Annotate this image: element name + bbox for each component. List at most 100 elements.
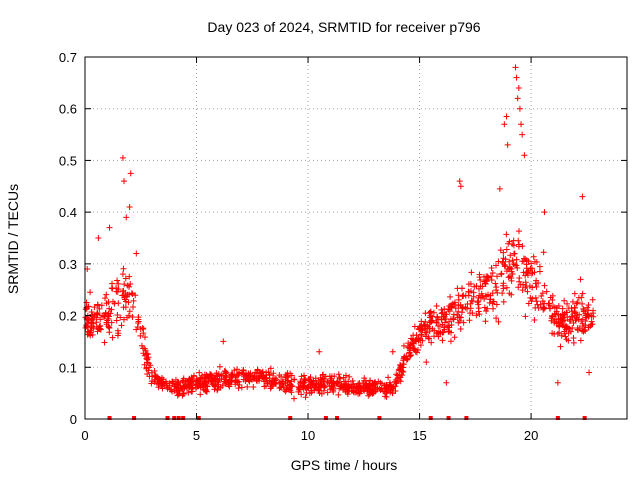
data-point <box>479 293 486 300</box>
data-point <box>532 294 539 301</box>
data-point <box>564 300 571 307</box>
data-point <box>276 385 283 392</box>
data-point <box>532 280 539 287</box>
data-point <box>118 322 125 329</box>
data-point <box>466 317 473 324</box>
baseline-mark <box>172 416 177 420</box>
data-point <box>126 203 133 210</box>
data-point <box>361 375 368 382</box>
data-point <box>125 312 132 319</box>
data-point <box>185 378 192 385</box>
data-point <box>298 373 305 380</box>
data-point <box>120 304 127 311</box>
data-point <box>387 386 394 393</box>
data-point <box>508 274 515 281</box>
data-point <box>441 306 448 313</box>
data-point <box>376 385 383 392</box>
data-point <box>415 336 422 343</box>
data-point <box>498 270 505 277</box>
data-point <box>109 280 116 287</box>
data-point <box>145 367 152 374</box>
data-point <box>205 377 212 384</box>
data-point <box>196 369 203 376</box>
data-point <box>393 371 400 378</box>
data-point <box>580 305 587 312</box>
baseline-mark <box>377 416 382 420</box>
data-point <box>505 274 512 281</box>
baseline-mark <box>582 416 587 420</box>
data-point <box>149 373 156 380</box>
data-point <box>503 113 510 120</box>
data-point <box>513 256 520 263</box>
data-point <box>483 307 490 314</box>
data-point <box>587 322 594 329</box>
data-point <box>389 348 396 355</box>
data-point <box>297 386 304 393</box>
data-point <box>100 313 107 320</box>
data-point <box>496 185 503 192</box>
data-point <box>88 309 95 316</box>
data-point <box>522 272 529 279</box>
data-point <box>266 372 273 379</box>
data-point <box>122 275 129 282</box>
data-point <box>109 285 116 292</box>
data-point <box>336 374 343 381</box>
data-point <box>447 293 454 300</box>
data-point <box>143 350 150 357</box>
data-point <box>130 304 137 311</box>
axis-ticks <box>84 56 627 420</box>
data-point <box>252 369 259 376</box>
data-point <box>470 293 477 300</box>
data-point <box>291 395 298 402</box>
data-point <box>327 386 334 393</box>
data-point <box>305 385 312 392</box>
data-point <box>288 372 295 379</box>
data-point <box>83 322 90 329</box>
data-point <box>509 241 516 248</box>
data-point <box>577 276 584 283</box>
data-point <box>529 284 536 291</box>
data-point <box>500 298 507 305</box>
data-point <box>512 261 519 268</box>
data-point <box>400 342 407 349</box>
data-point <box>200 386 207 393</box>
data-point <box>358 388 365 395</box>
data-point <box>556 322 563 329</box>
data-point <box>538 293 545 300</box>
data-point <box>106 224 113 231</box>
data-point <box>96 323 103 330</box>
data-point <box>508 268 515 275</box>
data-point <box>114 312 121 319</box>
data-point <box>578 317 585 324</box>
data-point <box>103 319 110 326</box>
data-point <box>175 380 182 387</box>
data-point <box>236 370 243 377</box>
baseline-mark <box>196 416 201 420</box>
baseline-mark <box>165 416 170 420</box>
data-point <box>585 302 592 309</box>
data-point <box>562 333 569 340</box>
data-point <box>575 294 582 301</box>
data-point <box>141 334 148 341</box>
data-point <box>348 381 355 388</box>
data-point <box>433 303 440 310</box>
data-point <box>559 305 566 312</box>
data-point <box>527 294 534 301</box>
data-point <box>563 324 570 331</box>
data-point <box>541 209 548 216</box>
data-point <box>450 315 457 322</box>
plot-frame <box>84 56 628 420</box>
data-point <box>243 369 250 376</box>
data-point <box>176 384 183 391</box>
data-point <box>437 329 444 336</box>
data-point <box>113 317 120 324</box>
data-point <box>396 376 403 383</box>
data-point <box>188 388 195 395</box>
data-point <box>584 304 591 311</box>
baseline-mark <box>181 416 186 420</box>
data-point <box>390 383 397 390</box>
data-point <box>132 292 139 299</box>
data-point <box>566 317 573 324</box>
data-point <box>370 388 377 395</box>
data-point <box>88 314 95 321</box>
